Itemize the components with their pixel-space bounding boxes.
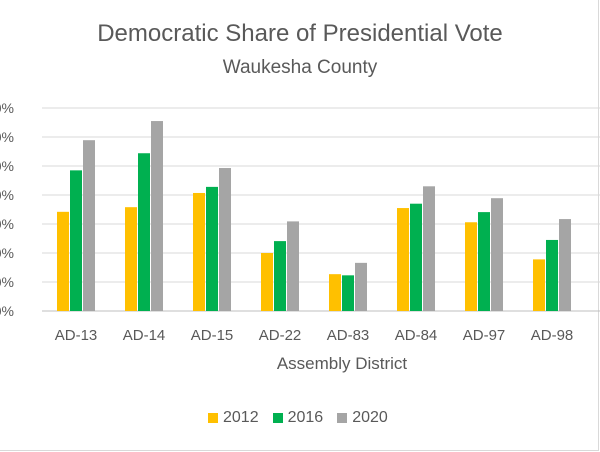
x-tick-labels: AD-13 AD-14 AD-15 AD-22 AD-83 AD-84 AD-97 AD-98… — [55, 327, 574, 344]
chart-subtitle: Waukesha County — [222, 57, 378, 78]
gridlines — [42, 107, 600, 312]
legend: 2012 2016 2020 — [208, 409, 388, 427]
bar-2012-AD-98 — [533, 259, 545, 311]
chart-title: Democratic Share of Presidential Vote — [97, 20, 503, 47]
bar-2016-AD-83 — [342, 275, 354, 311]
bar-2020-AD-15 — [219, 168, 231, 311]
plot-area: 0%0%0%0%0%0%0%0% AD-13AD-14AD-15AD-22AD-… — [0, 100, 600, 344]
bar-2012-AD-97 — [465, 222, 477, 311]
legend-item-2016: 2016 — [272, 409, 324, 427]
legend-label-2012: 2012 — [223, 409, 259, 426]
y-tick-label: 0% — [0, 245, 14, 261]
y-tick-labels: 0% 0% 0% 0% 0% 0% 0% 0% — [0, 100, 14, 319]
bar-2012-AD-13 — [57, 211, 69, 311]
bar-2016-AD-15 — [206, 186, 218, 311]
y-tick-label: 0% — [0, 187, 14, 203]
bar-2012-AD-22 — [261, 253, 273, 311]
bar-2020-AD-22 — [287, 221, 299, 311]
y-tick-label: 0% — [0, 158, 14, 174]
legend-label-2020: 2020 — [352, 409, 388, 426]
bar-2020-AD-14 — [151, 121, 163, 311]
bar-2012-AD-14 — [125, 207, 137, 311]
legend-item-2020: 2020 — [337, 409, 388, 427]
legend-label-2016: 2016 — [287, 409, 324, 426]
bars — [57, 121, 571, 311]
bar-2020-AD-97 — [491, 198, 503, 311]
y-tick-label: 0% — [0, 100, 14, 116]
bar-2020-AD-84 — [423, 186, 435, 311]
bar-2016-AD-97 — [478, 212, 490, 311]
legend-swatch-2020 — [337, 413, 348, 423]
bar-2012-AD-15 — [193, 192, 205, 311]
bar-2020-AD-83 — [355, 262, 367, 311]
x-tick-label: AD-22 — [259, 327, 302, 344]
bar-2016-AD-14 — [138, 153, 150, 311]
bar-2020-AD-98 — [559, 219, 571, 311]
legend-swatch-2016 — [272, 413, 283, 423]
y-tick-label: 0% — [0, 274, 14, 290]
bar-2016-AD-22 — [274, 241, 286, 311]
x-tick-label: AD-15 — [191, 327, 234, 344]
bar-2016-AD-13 — [70, 170, 82, 311]
x-tick-label: AD-98 — [531, 327, 574, 344]
y-tick-label: 0% — [0, 129, 14, 145]
x-tick-label: AD-97 — [463, 327, 506, 344]
x-tick-label: AD-84 — [395, 327, 438, 344]
x-tick-label: AD-13 — [55, 327, 98, 344]
bar-2012-AD-84 — [397, 208, 409, 311]
bar-2016-AD-98 — [546, 239, 558, 311]
legend-item-2012: 2012 — [208, 409, 259, 427]
bar-2012-AD-83 — [329, 274, 341, 311]
bar-2020-AD-13 — [83, 140, 95, 311]
x-axis-label: Assembly District — [276, 354, 408, 373]
legend-swatch-2012 — [208, 413, 218, 423]
x-tick-label: AD-83 — [327, 327, 370, 344]
y-tick-label: 0% — [0, 216, 14, 232]
x-tick-label: AD-14 — [123, 327, 166, 344]
bar-2016-AD-84 — [410, 203, 422, 311]
y-tick-label: 0% — [0, 303, 14, 319]
